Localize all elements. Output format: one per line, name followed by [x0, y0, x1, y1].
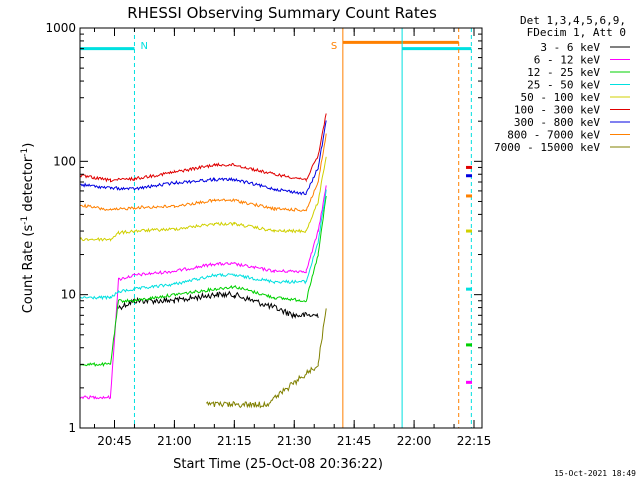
y-tick-label: 100 — [53, 154, 76, 168]
legend-entry-label: 3 - 6 keV — [540, 41, 600, 54]
marker-label: N — [140, 41, 147, 52]
legend-entry-label: 6 - 12 keV — [534, 54, 601, 67]
legend-entry-label: 50 - 100 keV — [521, 91, 601, 104]
x-tick-label: 22:15 — [457, 434, 492, 448]
legend-entry-label: 800 - 7000 keV — [507, 129, 600, 142]
legend-header: FDecim 1, Att 0 — [527, 26, 626, 39]
legend-entry-label: 100 - 300 keV — [514, 104, 600, 117]
timestamp-stamp: 15-Oct-2021 18:49 — [554, 469, 636, 478]
series-line — [118, 290, 319, 320]
y-tick-label: 10 — [61, 288, 76, 302]
series-line — [79, 156, 327, 242]
x-tick-label: 21:15 — [217, 434, 252, 448]
chart-title: RHESSI Observing Summary Count Rates — [127, 4, 437, 22]
legend-entry-label: 12 - 25 keV — [527, 66, 600, 79]
marker-label: S — [331, 41, 337, 52]
series-line — [79, 120, 327, 196]
y-tick-label: 1 — [68, 421, 76, 435]
series-line — [79, 189, 327, 301]
series-line — [79, 195, 327, 368]
series-line — [79, 185, 327, 400]
x-tick-label: 21:30 — [277, 434, 312, 448]
legend-entry-label: 25 - 50 keV — [527, 79, 600, 92]
x-tick-label: 22:00 — [397, 434, 432, 448]
x-axis-label: Start Time (25-Oct-08 20:36:22) — [173, 457, 383, 472]
y-axis-label: Count Rate (s-1 detector-1) — [20, 143, 36, 314]
series-line — [79, 113, 327, 183]
legend-entry-label: 7000 - 15000 keV — [494, 141, 600, 154]
x-tick-label: 21:00 — [157, 434, 192, 448]
y-tick-label: 1000 — [45, 21, 76, 35]
series-line — [206, 308, 327, 409]
legend-entry-label: 300 - 800 keV — [514, 116, 600, 129]
plot-frame — [79, 27, 483, 429]
x-tick-label: 21:45 — [337, 434, 372, 448]
x-tick-label: 20:45 — [97, 434, 132, 448]
legend: Det 1,3,4,5,6,9,FDecim 1, Att 0 3 - 6 keV… — [494, 14, 630, 154]
axes: 1 10 100 1000 20:45 21:00 21:15 21:30 21:45 22:00… — [45, 21, 491, 448]
series-line — [79, 133, 327, 212]
legend-header: Det 1,3,4,5,6,9, — [520, 14, 626, 27]
